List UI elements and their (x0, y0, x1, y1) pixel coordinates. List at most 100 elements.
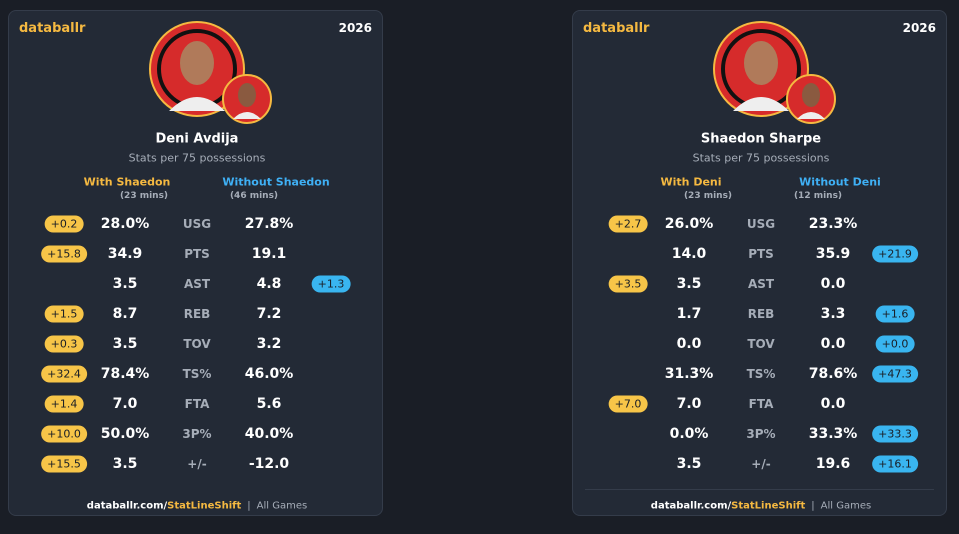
with-value: 78.4% (100, 366, 150, 382)
without-minutes: (46 mins) (229, 191, 279, 201)
footer-sep: | (247, 500, 251, 512)
diff-badge: +47.3 (872, 365, 918, 383)
diff-badge: +32.4 (41, 365, 87, 383)
stat-label: FTA (184, 397, 210, 411)
without-value: 27.8% (244, 216, 294, 232)
diff-badge: +21.9 (872, 245, 918, 263)
without-header: Without Deni (799, 175, 881, 189)
season-year: 2026 (338, 21, 372, 35)
stat-label: 3P% (746, 427, 776, 441)
footer: databallr.com/StatLineShift | All Games (87, 494, 307, 513)
with-value: 31.3% (664, 366, 714, 382)
with-value: 14.0 (671, 246, 707, 262)
player-card: databallr 2026 Shaedon Sharpe Stats per 75 … (572, 10, 947, 516)
without-value: 19.6 (815, 456, 851, 472)
without-value: 0.0 (820, 336, 846, 352)
with-value: 3.5 (676, 456, 702, 472)
stat-label: TS% (182, 367, 212, 381)
diff-badge: +10.0 (41, 425, 87, 443)
stat-label: AST (747, 277, 775, 291)
footer-link: StatLineShift (731, 500, 806, 512)
with-minutes: (23 mins) (683, 191, 733, 201)
with-value: 50.0% (100, 426, 150, 442)
without-value: 4.8 (256, 276, 282, 292)
diff-badge: +0.0 (875, 335, 915, 353)
with-value: 7.0 (112, 396, 138, 412)
footer-scope: All Games (820, 500, 872, 512)
diff-badge: +1.6 (875, 305, 915, 323)
with-value: 0.0% (669, 426, 709, 442)
footer: databallr.com/StatLineShift | All Games (651, 494, 871, 513)
with-value: 3.5 (112, 456, 138, 472)
footer-site: databallr.com/ (650, 500, 732, 512)
without-value: 46.0% (244, 366, 294, 382)
with-header: With Deni (660, 175, 722, 189)
stat-label: USG (182, 217, 212, 231)
subtitle: Stats per 75 possessions (128, 151, 266, 165)
without-value: -12.0 (248, 456, 290, 472)
footer-sep: | (811, 500, 815, 512)
stat-label: REB (183, 307, 211, 321)
subtitle: Stats per 75 possessions (692, 151, 830, 165)
with-value: 3.5 (112, 276, 138, 292)
diff-badge: +33.3 (872, 425, 918, 443)
diff-badge: +1.3 (311, 275, 351, 293)
without-value: 3.3 (820, 306, 846, 322)
diff-badge: +16.1 (872, 455, 918, 473)
diff-badge: +1.5 (44, 305, 84, 323)
footer-scope: All Games (256, 500, 308, 512)
player-name: Shaedon Sharpe (700, 131, 822, 147)
without-value: 0.0 (820, 396, 846, 412)
with-value: 28.0% (100, 216, 150, 232)
without-value: 3.2 (256, 336, 282, 352)
with-value: 8.7 (112, 306, 138, 322)
stat-label: REB (747, 307, 775, 321)
stat-label: TOV (747, 337, 775, 351)
diff-badge: +15.5 (41, 455, 87, 473)
diff-badge: +3.5 (608, 275, 648, 293)
footer-site: databallr.com/ (86, 500, 168, 512)
brand: databallr (19, 21, 86, 36)
without-value: 33.3% (808, 426, 858, 442)
without-value: 0.0 (820, 276, 846, 292)
without-value: 23.3% (808, 216, 858, 232)
stat-label: +/- (751, 457, 771, 471)
diff-badge: +0.2 (44, 215, 84, 233)
with-value: 34.9 (107, 246, 143, 262)
player-avatars (713, 21, 836, 124)
with-value: 1.7 (676, 306, 702, 322)
divider (585, 489, 934, 490)
without-value: 78.6% (808, 366, 858, 382)
without-value: 5.6 (256, 396, 282, 412)
stat-label: +/- (187, 457, 207, 471)
diff-badge: +2.7 (608, 215, 648, 233)
brand: databallr (583, 21, 650, 36)
with-header: With Shaedon (83, 175, 171, 189)
stat-label: AST (183, 277, 211, 291)
stat-label: TS% (746, 367, 776, 381)
diff-badge: +1.4 (44, 395, 84, 413)
diff-badge: +7.0 (608, 395, 648, 413)
without-value: 40.0% (244, 426, 294, 442)
stat-label: TOV (183, 337, 211, 351)
footer-link: StatLineShift (167, 500, 242, 512)
season-year: 2026 (902, 21, 936, 35)
without-minutes: (12 mins) (793, 191, 843, 201)
player-name: Deni Avdija (155, 131, 239, 147)
player-card: databallr 2026 Deni Avdija Stats per 75 pos… (8, 10, 383, 516)
diff-badge: +15.8 (41, 245, 87, 263)
player-avatars (149, 21, 272, 124)
with-value: 3.5 (676, 276, 702, 292)
without-header: Without Shaedon (222, 175, 330, 189)
stat-label: USG (746, 217, 776, 231)
stat-label: PTS (184, 247, 210, 261)
without-value: 35.9 (815, 246, 851, 262)
without-value: 7.2 (256, 306, 282, 322)
with-value: 0.0 (676, 336, 702, 352)
with-minutes: (23 mins) (119, 191, 169, 201)
without-value: 19.1 (251, 246, 287, 262)
with-value: 7.0 (676, 396, 702, 412)
with-value: 3.5 (112, 336, 138, 352)
stat-label: 3P% (182, 427, 212, 441)
